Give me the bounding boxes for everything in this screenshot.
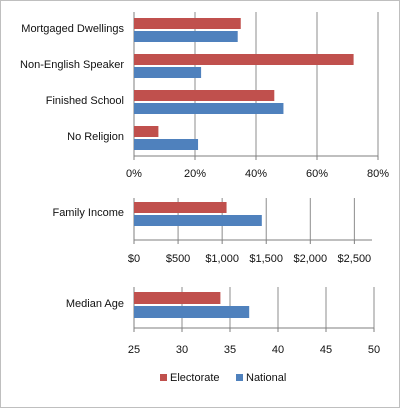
bar-electorate [134, 90, 275, 101]
bar-electorate [134, 54, 354, 65]
x-tick-label: 30 [176, 344, 188, 356]
x-tick-label: $2,500 [338, 253, 372, 265]
x-tick-label: 25 [128, 344, 140, 356]
legend-label-national: National [246, 372, 286, 384]
bar-electorate [134, 292, 221, 304]
bar-national [134, 139, 199, 150]
x-tick-label: $0 [128, 253, 140, 265]
bar-national [134, 103, 284, 114]
x-tick-label: $1,000 [205, 253, 239, 265]
x-tick-label: $500 [166, 253, 190, 265]
bar-national [134, 67, 202, 78]
category-label: Finished School [46, 95, 124, 107]
x-tick-label: 45 [320, 344, 332, 356]
bar-electorate [134, 126, 159, 137]
legend-label-electorate: Electorate [170, 372, 220, 384]
bar-electorate [134, 202, 227, 213]
category-label: Median Age [66, 298, 124, 310]
category-label: Family Income [52, 207, 124, 219]
chart-panel-2: $0 $500 $1,000 $1,500 $2,000 $2,500 Family Inc… [52, 198, 372, 265]
bar-electorate [134, 18, 241, 29]
x-tick-label: $1,500 [249, 253, 283, 265]
category-label: No Religion [67, 131, 124, 143]
legend-swatch-national [236, 374, 243, 381]
x-tick-label: 40% [245, 168, 267, 180]
x-tick-label: 0% [126, 168, 142, 180]
x-tick-label: 35 [224, 344, 236, 356]
x-tick-label: 50 [368, 344, 380, 356]
x-tick-label: 20% [184, 168, 206, 180]
x-tick-label: 60% [306, 168, 328, 180]
legend-swatch-electorate [160, 374, 167, 381]
category-label: Mortgaged Dwellings [21, 23, 124, 35]
chart-panel-3: 25 30 35 40 45 50 Median Age [66, 287, 380, 356]
category-label: Non-English Speaker [20, 59, 124, 71]
bar-national [134, 215, 262, 226]
x-tick-label: $2,000 [293, 253, 327, 265]
bar-national [134, 306, 250, 318]
x-tick-label: 40 [272, 344, 284, 356]
x-tick-label: 80% [367, 168, 389, 180]
chart-panel-1: 0% 20% 40% 60% 80% Mortgaged Dwellings Non-Eng… [20, 12, 389, 180]
legend: Electorate National [160, 372, 286, 384]
bar-national [134, 31, 238, 42]
